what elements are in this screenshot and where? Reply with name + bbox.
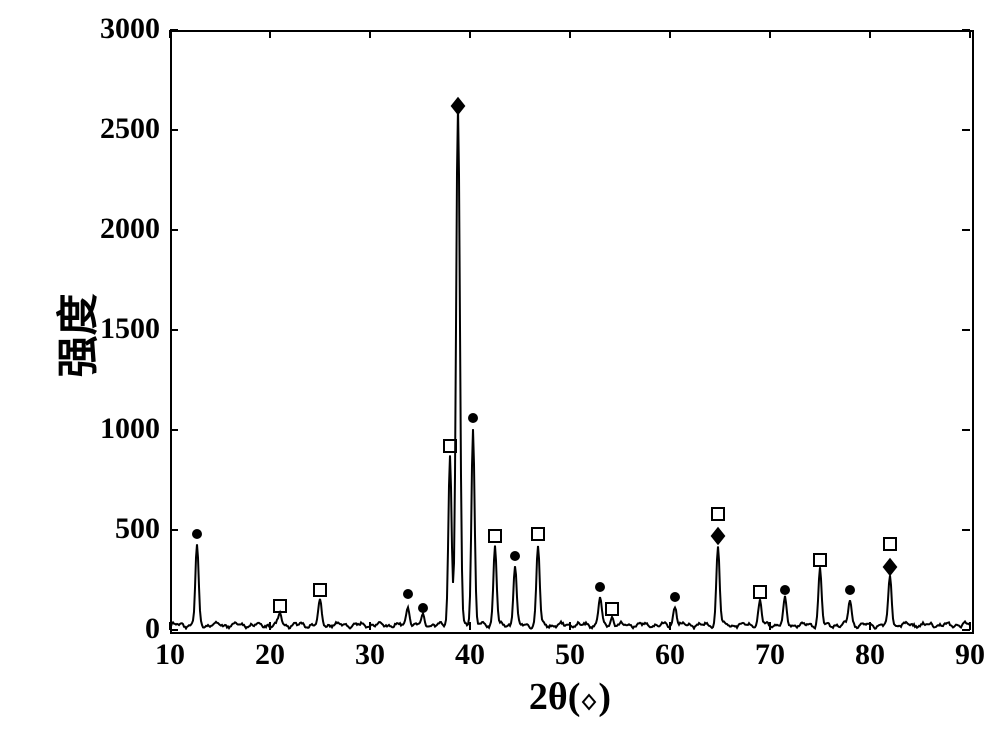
marker-square-icon <box>754 586 766 598</box>
y-tick-mark <box>170 329 178 331</box>
x-tick-label: 70 <box>740 638 800 672</box>
marker-square-icon <box>532 528 544 540</box>
x-tick-mark <box>469 30 471 38</box>
marker-diamond-icon <box>711 527 726 545</box>
y-tick-mark <box>962 129 970 131</box>
marker-circle-icon <box>192 529 202 539</box>
y-tick-mark <box>170 629 178 631</box>
x-tick-label: 80 <box>840 638 900 672</box>
x-tick-label: 10 <box>140 638 200 672</box>
y-tick-mark <box>170 529 178 531</box>
xrd-spectrum-line <box>170 106 970 628</box>
x-tick-mark <box>669 622 671 630</box>
marker-square-icon <box>606 603 618 615</box>
x-tick-mark <box>969 622 971 630</box>
x-tick-label: 40 <box>440 638 500 672</box>
marker-square-icon <box>489 530 501 542</box>
y-tick-label: 2000 <box>80 212 160 246</box>
y-tick-mark <box>170 129 178 131</box>
y-tick-mark <box>170 229 178 231</box>
x-tick-mark <box>469 622 471 630</box>
marker-diamond-icon <box>451 97 466 115</box>
x-tick-label: 20 <box>240 638 300 672</box>
y-tick-label: 3000 <box>80 12 160 46</box>
y-tick-mark <box>962 529 970 531</box>
marker-circle-icon <box>845 585 855 595</box>
y-tick-mark <box>170 29 178 31</box>
x-tick-mark <box>269 30 271 38</box>
y-tick-label: 2500 <box>80 112 160 146</box>
x-tick-label: 50 <box>540 638 600 672</box>
x-tick-mark <box>569 30 571 38</box>
marker-circle-icon <box>403 589 413 599</box>
marker-diamond-icon <box>883 558 898 576</box>
x-tick-mark <box>769 622 771 630</box>
x-tick-mark <box>369 30 371 38</box>
x-tick-mark <box>969 30 971 38</box>
marker-square-icon <box>884 538 896 550</box>
marker-circle-icon <box>595 582 605 592</box>
x-tick-mark <box>869 30 871 38</box>
marker-circle-icon <box>510 551 520 561</box>
x-tick-mark <box>169 30 171 38</box>
y-tick-label: 1500 <box>80 312 160 346</box>
marker-circle-icon <box>418 603 428 613</box>
marker-circle-icon <box>468 413 478 423</box>
x-tick-mark <box>169 622 171 630</box>
y-tick-mark <box>962 329 970 331</box>
marker-square-icon <box>814 554 826 566</box>
y-tick-mark <box>962 229 970 231</box>
x-tick-mark <box>669 30 671 38</box>
xrd-chart: 强度 2θ() 05001000150020002500300010203040… <box>0 0 1000 729</box>
x-tick-mark <box>269 622 271 630</box>
x-tick-label: 60 <box>640 638 700 672</box>
y-tick-mark <box>170 429 178 431</box>
x-tick-mark <box>369 622 371 630</box>
x-tick-mark <box>769 30 771 38</box>
x-tick-label: 30 <box>340 638 400 672</box>
y-tick-mark <box>962 429 970 431</box>
x-tick-mark <box>869 622 871 630</box>
marker-square-icon <box>712 508 724 520</box>
marker-square-icon <box>314 584 326 596</box>
y-tick-label: 500 <box>80 512 160 546</box>
x-tick-mark <box>569 622 571 630</box>
marker-circle-icon <box>670 592 680 602</box>
marker-circle-icon <box>780 585 790 595</box>
y-tick-label: 1000 <box>80 412 160 446</box>
x-tick-label: 90 <box>940 638 1000 672</box>
